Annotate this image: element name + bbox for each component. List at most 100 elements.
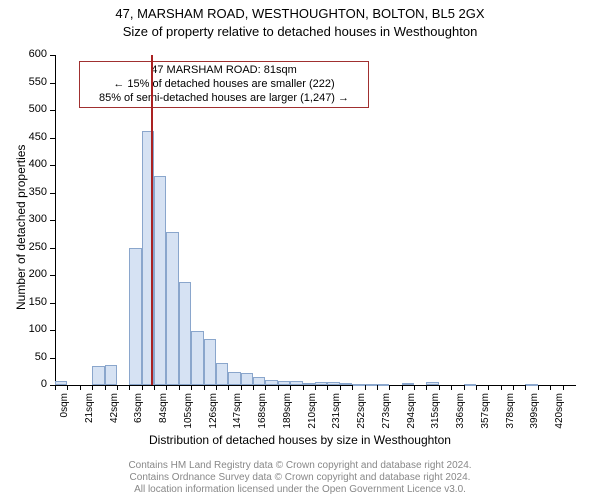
y-tick — [50, 248, 55, 249]
x-tick — [476, 385, 477, 390]
x-tick — [216, 385, 217, 390]
y-tick — [50, 138, 55, 139]
x-tick — [315, 385, 316, 390]
histogram-bar — [340, 383, 352, 385]
histogram-bar — [154, 176, 166, 385]
footer: Contains HM Land Registry data © Crown c… — [0, 460, 600, 496]
page-title-line1: 47, MARSHAM ROAD, WESTHOUGHTON, BOLTON, … — [0, 6, 600, 21]
y-tick — [50, 110, 55, 111]
y-tick — [50, 358, 55, 359]
x-tick — [327, 385, 328, 390]
x-tick-label: 420sqm — [554, 393, 565, 439]
footer-line1: Contains HM Land Registry data © Crown c… — [0, 460, 600, 472]
x-tick — [55, 385, 56, 390]
annotation-line3: 85% of semi-detached houses are larger (… — [84, 92, 364, 106]
y-tick — [50, 165, 55, 166]
x-tick-label: 84sqm — [158, 393, 169, 439]
histogram-bar — [228, 372, 240, 385]
y-tick-label: 200 — [0, 268, 47, 280]
y-tick-label: 600 — [0, 48, 47, 60]
annotation-box: 47 MARSHAM ROAD: 81sqm ← 15% of detached… — [79, 61, 369, 108]
x-tick — [154, 385, 155, 390]
x-tick-label: 252sqm — [356, 393, 367, 439]
x-tick — [501, 385, 502, 390]
x-tick — [142, 385, 143, 390]
y-tick-label: 400 — [0, 158, 47, 170]
histogram-bar — [204, 339, 216, 385]
histogram-bar — [105, 365, 117, 385]
y-tick — [50, 330, 55, 331]
y-tick-label: 300 — [0, 213, 47, 225]
y-tick-label: 500 — [0, 103, 47, 115]
x-tick — [67, 385, 68, 390]
histogram-bar — [525, 384, 537, 386]
x-tick — [513, 385, 514, 390]
x-tick-label: 273sqm — [381, 393, 392, 439]
x-tick — [191, 385, 192, 390]
x-tick — [525, 385, 526, 390]
x-tick-label: 105sqm — [183, 393, 194, 439]
subject-marker-line — [151, 55, 153, 385]
x-tick-label: 21sqm — [84, 393, 95, 439]
histogram-bar — [55, 381, 67, 385]
y-tick-label: 350 — [0, 186, 47, 198]
histogram-bar — [241, 373, 253, 385]
y-tick — [50, 275, 55, 276]
x-tick — [439, 385, 440, 390]
x-tick-label: 336sqm — [455, 393, 466, 439]
x-tick-label: 189sqm — [282, 393, 293, 439]
y-tick-label: 150 — [0, 296, 47, 308]
x-tick — [352, 385, 353, 390]
x-tick — [117, 385, 118, 390]
annotation-line2: ← 15% of detached houses are smaller (22… — [84, 78, 364, 92]
x-tick-label: 399sqm — [529, 393, 540, 439]
histogram-bar — [253, 377, 265, 385]
histogram-bar — [377, 384, 389, 386]
x-tick — [80, 385, 81, 390]
y-tick-label: 250 — [0, 241, 47, 253]
x-tick — [241, 385, 242, 390]
histogram-bar — [129, 248, 141, 386]
y-tick — [50, 55, 55, 56]
x-tick-label: 63sqm — [133, 393, 144, 439]
x-tick — [253, 385, 254, 390]
x-tick — [166, 385, 167, 390]
x-tick-label: 42sqm — [109, 393, 120, 439]
x-tick-label: 0sqm — [59, 393, 70, 439]
histogram-bar — [464, 384, 476, 386]
x-tick — [550, 385, 551, 390]
y-tick-label: 0 — [0, 378, 47, 390]
y-tick — [50, 303, 55, 304]
histogram-bar — [327, 382, 339, 385]
histogram-bar — [426, 382, 438, 385]
x-tick — [303, 385, 304, 390]
y-tick-label: 100 — [0, 323, 47, 335]
y-tick-label: 450 — [0, 131, 47, 143]
histogram-bar — [365, 384, 377, 386]
histogram-bar — [179, 282, 191, 385]
x-tick — [129, 385, 130, 390]
y-tick — [50, 193, 55, 194]
x-tick — [278, 385, 279, 390]
x-tick — [488, 385, 489, 390]
footer-line2: Contains Ordnance Survey data © Crown co… — [0, 472, 600, 484]
x-tick — [464, 385, 465, 390]
x-tick — [451, 385, 452, 390]
histogram-bar — [166, 232, 178, 385]
x-tick-label: 231sqm — [331, 393, 342, 439]
histogram-bar — [402, 383, 414, 385]
histogram-bar — [290, 381, 302, 385]
x-tick — [402, 385, 403, 390]
histogram-bar — [303, 383, 315, 385]
x-tick-label: 147sqm — [232, 393, 243, 439]
x-tick — [389, 385, 390, 390]
annotation-line1: 47 MARSHAM ROAD: 81sqm — [84, 64, 364, 78]
x-tick-label: 168sqm — [257, 393, 268, 439]
x-tick — [377, 385, 378, 390]
x-tick — [228, 385, 229, 390]
x-tick — [92, 385, 93, 390]
y-tick-label: 50 — [0, 351, 47, 363]
y-tick — [50, 83, 55, 84]
y-tick — [50, 220, 55, 221]
x-tick — [365, 385, 366, 390]
